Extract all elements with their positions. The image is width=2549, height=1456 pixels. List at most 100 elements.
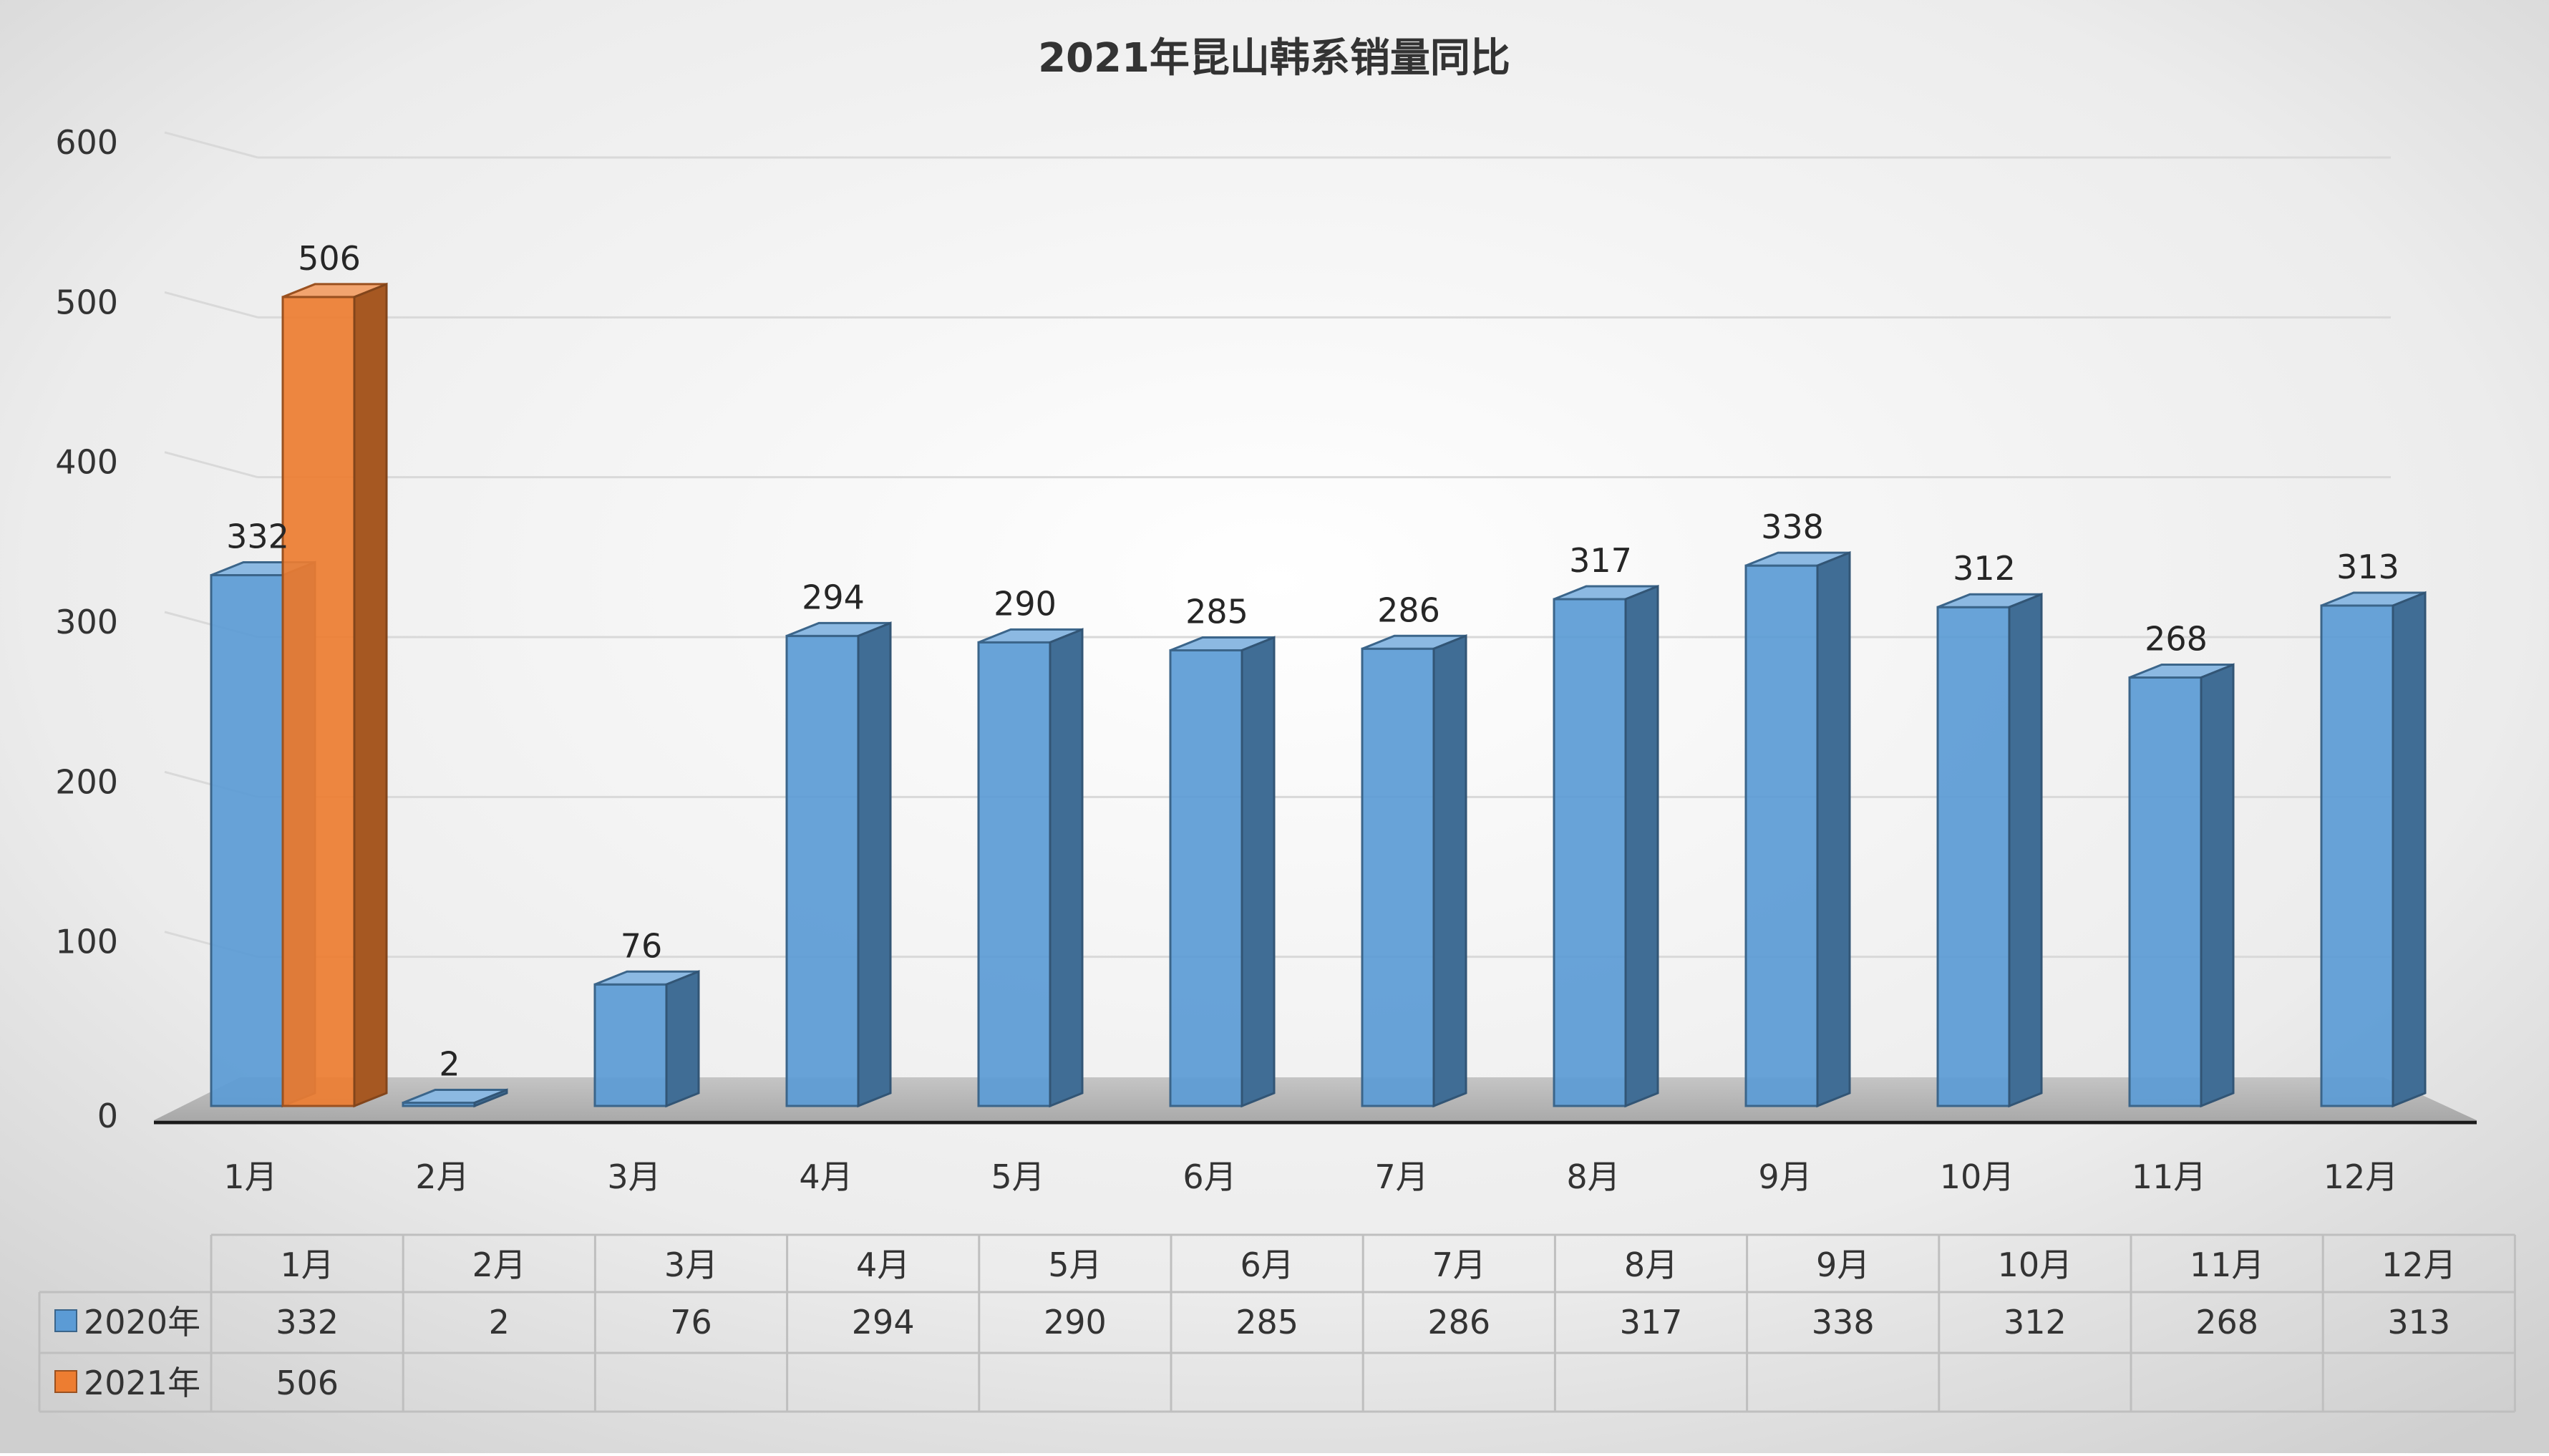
y-tick-label: 300: [55, 603, 118, 641]
bar-side: [353, 282, 388, 1108]
table-cell: 317: [1620, 1303, 1683, 1341]
gridline-diagonal: [164, 131, 258, 159]
data-label: 290: [994, 584, 1057, 623]
bar: [2320, 591, 2427, 1108]
x-tick-label: 4月: [799, 1157, 853, 1196]
data-label: 313: [2336, 548, 2399, 586]
data-label: 268: [2145, 619, 2208, 658]
bar: [977, 628, 1084, 1108]
table-header-cell: 1月: [280, 1246, 334, 1284]
data-label: 338: [1761, 508, 1824, 546]
data-label: 506: [298, 239, 361, 278]
table-header-cell: 6月: [1240, 1246, 1293, 1284]
table-header-cell: 11月: [2190, 1246, 2265, 1284]
bar-front: [977, 641, 1052, 1107]
bar: [402, 1088, 508, 1108]
y-tick-label: 100: [55, 923, 118, 961]
chart-floor: [154, 1077, 2477, 1120]
legend-swatch: [54, 1309, 77, 1332]
data-label: 76: [621, 926, 663, 965]
table-header-cell: 8月: [1624, 1246, 1678, 1284]
legend-series-name: 2020年: [84, 1303, 200, 1341]
x-tick-label: 1月: [223, 1157, 277, 1196]
table-cell: 285: [1235, 1303, 1298, 1341]
table-cell: 2: [489, 1303, 510, 1341]
legend-series-name: 2021年: [84, 1364, 200, 1402]
table-header-cell: 5月: [1048, 1246, 1102, 1284]
table-cell: 313: [2387, 1303, 2450, 1341]
table-header-cell: 2月: [472, 1246, 526, 1284]
y-tick-label: 0: [97, 1097, 118, 1135]
table-cell: 312: [2004, 1303, 2067, 1341]
table-cell: 338: [1812, 1303, 1875, 1341]
bar-side: [473, 1088, 508, 1108]
bar: [1744, 550, 1851, 1108]
x-tick-label: 9月: [1758, 1157, 1812, 1196]
data-label: 2: [439, 1045, 460, 1084]
table-cell: 290: [1044, 1303, 1107, 1341]
table-cell: 294: [852, 1303, 915, 1341]
bar: [281, 282, 388, 1108]
y-tick-label: 500: [55, 283, 118, 321]
table-cell: 76: [670, 1303, 712, 1341]
bar-front: [2320, 604, 2394, 1107]
bar-side: [1816, 550, 1851, 1108]
x-tick-label: 6月: [1183, 1157, 1236, 1196]
bar: [1936, 592, 2043, 1108]
bar: [1361, 634, 1467, 1108]
data-label: 286: [1377, 591, 1440, 629]
bar-front: [1744, 564, 1819, 1107]
table-header-cell: 9月: [1816, 1246, 1870, 1284]
bar-side: [1240, 636, 1276, 1108]
chart-title: 2021年昆山韩系销量同比: [1038, 35, 1510, 82]
bar-front: [785, 634, 860, 1107]
bar-side: [857, 621, 892, 1108]
bar: [785, 621, 892, 1108]
bar-side: [665, 970, 700, 1108]
table-header-cell: 3月: [664, 1246, 718, 1284]
legend-swatch: [54, 1370, 77, 1393]
bar-front: [281, 296, 356, 1107]
bar-side: [1049, 628, 1084, 1108]
bar-front: [210, 574, 284, 1107]
bar: [2128, 663, 2235, 1108]
x-tick-label: 3月: [607, 1157, 661, 1196]
bar-side: [2392, 591, 2427, 1108]
table-cell: 506: [276, 1364, 339, 1402]
data-label: 285: [1185, 593, 1248, 631]
table-header-cell: 4月: [856, 1246, 910, 1284]
bar-front: [593, 983, 668, 1107]
bar-side: [2008, 592, 2043, 1108]
data-label: 332: [226, 518, 289, 556]
y-tick-label: 600: [55, 123, 118, 162]
bar: [593, 970, 700, 1108]
bar-front: [1169, 649, 1243, 1107]
y-tick-label: 200: [55, 762, 118, 801]
table-header-cell: 12月: [2382, 1246, 2457, 1284]
table-cell: 332: [276, 1303, 339, 1341]
table-header-cell: 7月: [1432, 1246, 1486, 1284]
data-label: 317: [1569, 541, 1632, 580]
x-tick-label: 12月: [2324, 1157, 2399, 1196]
bar-front: [1936, 606, 2011, 1107]
bar: [1169, 636, 1276, 1108]
table-cell: 268: [2195, 1303, 2258, 1341]
x-tick-label: 2月: [415, 1157, 469, 1196]
x-tick-label: 10月: [1940, 1157, 2015, 1196]
gridline-diagonal: [164, 291, 258, 319]
bar-front: [2128, 676, 2203, 1107]
data-label: 312: [1953, 549, 2016, 588]
table-cell: 286: [1427, 1303, 1490, 1341]
bar-side: [2200, 663, 2235, 1108]
x-tick-label: 5月: [991, 1157, 1044, 1196]
bar: [1553, 584, 1659, 1108]
table-header-cell: 10月: [1998, 1246, 2073, 1284]
x-tick-label: 8月: [1566, 1157, 1620, 1196]
x-tick-label: 11月: [2132, 1157, 2207, 1196]
data-label: 294: [802, 578, 865, 616]
gridline-diagonal: [164, 451, 258, 479]
y-tick-label: 400: [55, 443, 118, 482]
bar-side: [1432, 634, 1467, 1108]
